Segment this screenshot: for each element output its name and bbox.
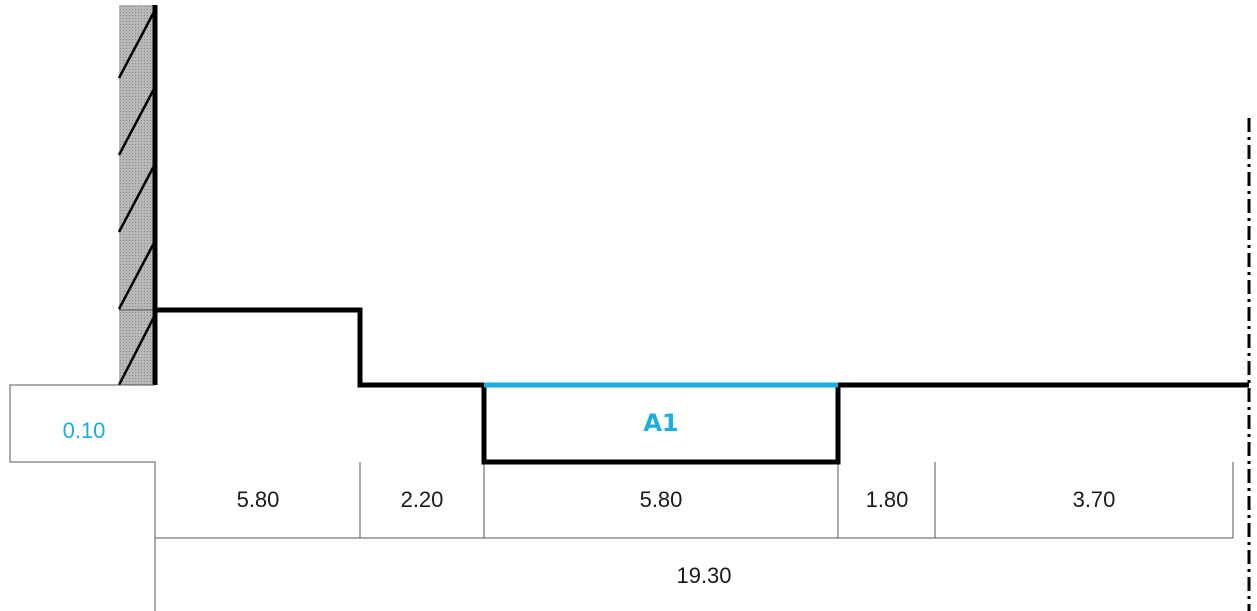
dim-total: 19.30 — [676, 563, 731, 588]
dim-segment-3: 5.80 — [640, 487, 683, 512]
wall-hatch — [117, 5, 158, 386]
dim-segment-2: 2.20 — [401, 487, 444, 512]
offset-label: 0.10 — [63, 418, 106, 443]
dim-segment-5: 3.70 — [1073, 487, 1116, 512]
dim-segment-1: 5.80 — [237, 487, 280, 512]
profile-outline — [155, 307, 1249, 465]
offset-box — [9, 384, 156, 611]
dimension-grid — [9, 384, 1234, 611]
segment-a1-label: A1 — [643, 409, 678, 437]
dim-segment-4: 1.80 — [866, 487, 909, 512]
wall-hatch-lines — [117, 9, 157, 386]
